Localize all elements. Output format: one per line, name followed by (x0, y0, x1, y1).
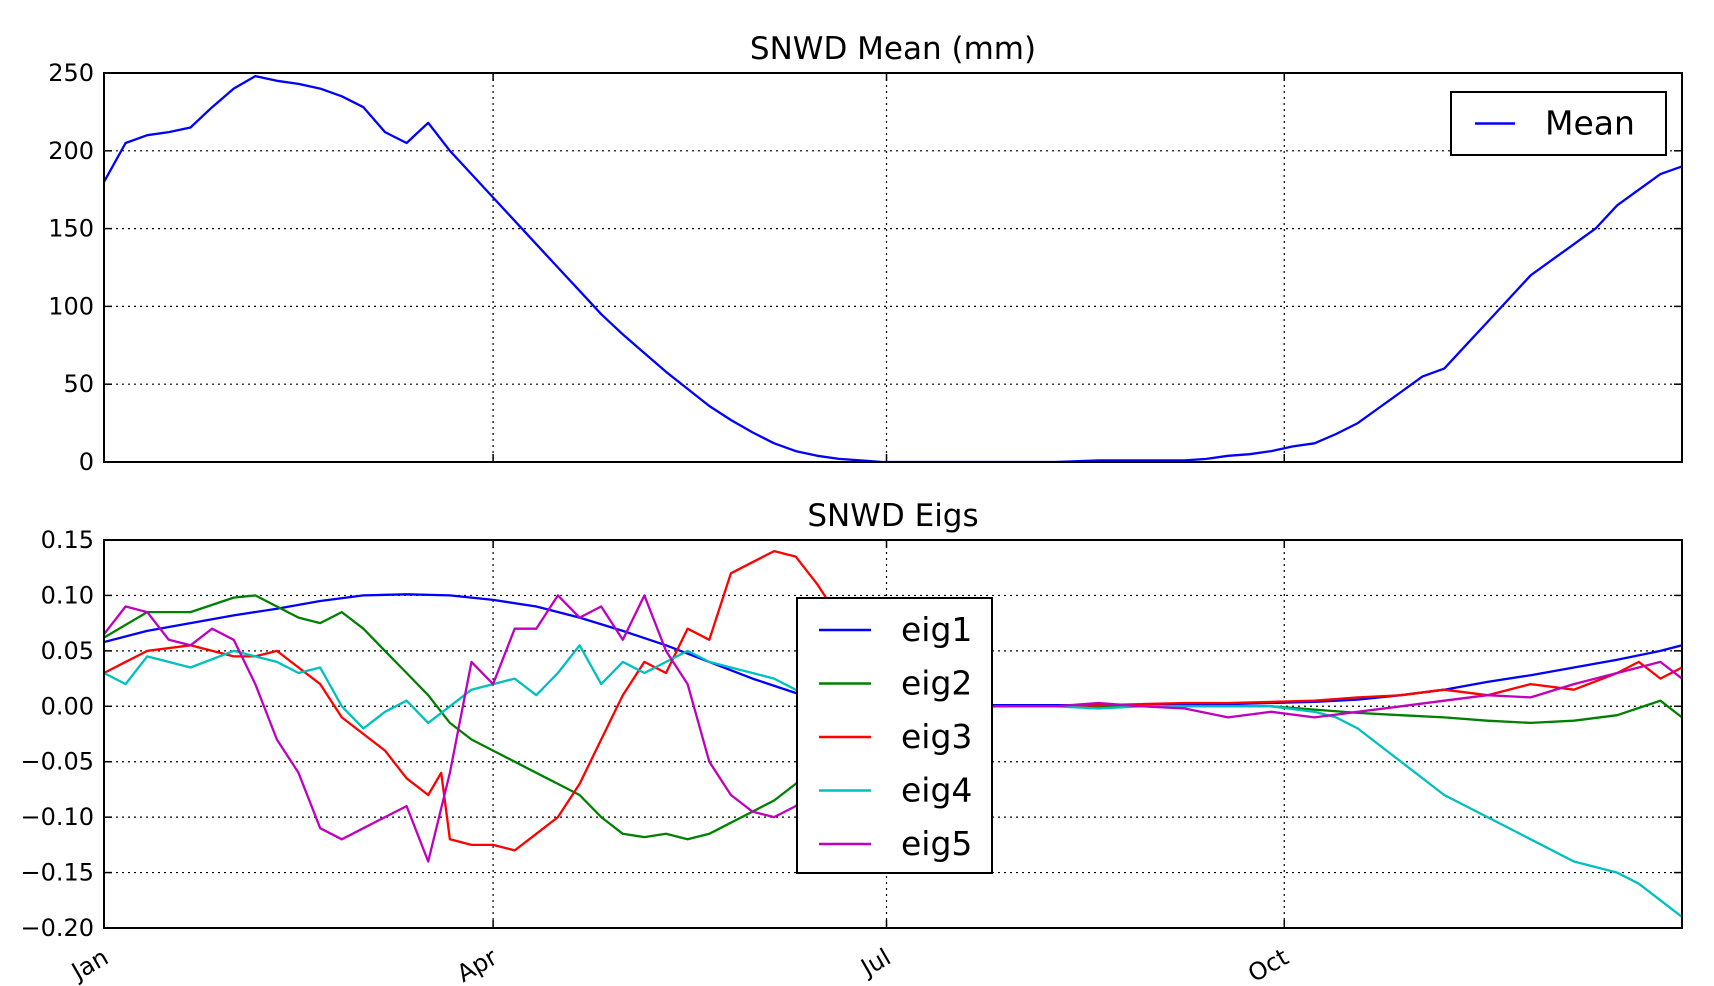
series-line-Mean (104, 74, 1682, 462)
x-tick-label: Jul (855, 943, 896, 983)
series-line-eig3 (104, 549, 1682, 852)
plot-frame (103, 539, 1683, 929)
y-tick-label: −0.05 (20, 748, 94, 776)
y-tick-label: 100 (48, 292, 94, 320)
plot-frame (103, 72, 1683, 463)
y-tick-label: 0.05 (41, 637, 94, 665)
y-tick-label: 50 (63, 370, 94, 398)
chart-title: SNWD Eigs (807, 498, 978, 534)
y-tick-label: −0.15 (20, 859, 94, 887)
y-tick-label: 0 (79, 448, 94, 476)
eigs-chart-panel: SNWD Eigs −0.20 −0.15 −0.10 −0.05 0.00 0.05 0.1… (20, 498, 1683, 986)
x-tick-label: Oct (1243, 943, 1293, 986)
legend-box (796, 597, 993, 874)
x-tick-label: Apr (452, 943, 502, 986)
series-group (104, 74, 1682, 462)
legend: Mean (1450, 91, 1667, 156)
mean-chart-panel: SNWD Mean (mm) 0 50 100 150 200 250 Mean (48, 31, 1683, 476)
legend-label-eig3: eig3 (901, 717, 972, 756)
y-tick-label: 0.00 (41, 692, 94, 720)
legend-label-eig4: eig4 (901, 771, 972, 810)
legend: eig1 eig2 eig3 eig4 eig5 (796, 597, 993, 874)
y-tick-label: 250 (48, 59, 94, 87)
legend-label-eig5: eig5 (901, 824, 972, 863)
chart-title: SNWD Mean (mm) (750, 31, 1036, 67)
series-line-eig2 (104, 594, 1682, 841)
series-group (104, 549, 1682, 918)
y-tick-label: −0.20 (20, 914, 94, 942)
y-tick-label: 150 (48, 215, 94, 243)
y-tick-label: 0.10 (41, 581, 94, 609)
series-line-eig5 (104, 594, 1682, 863)
legend-label-Mean: Mean (1545, 104, 1635, 143)
y-tick-label: −0.10 (20, 803, 94, 831)
x-tick-label: Jan (65, 943, 113, 986)
y-tick-label: 200 (48, 137, 94, 165)
legend-label-eig2: eig2 (901, 664, 972, 703)
series-line-eig4 (104, 644, 1682, 918)
y-tick-label: 0.15 (41, 526, 94, 554)
legend-label-eig1: eig1 (901, 610, 972, 649)
